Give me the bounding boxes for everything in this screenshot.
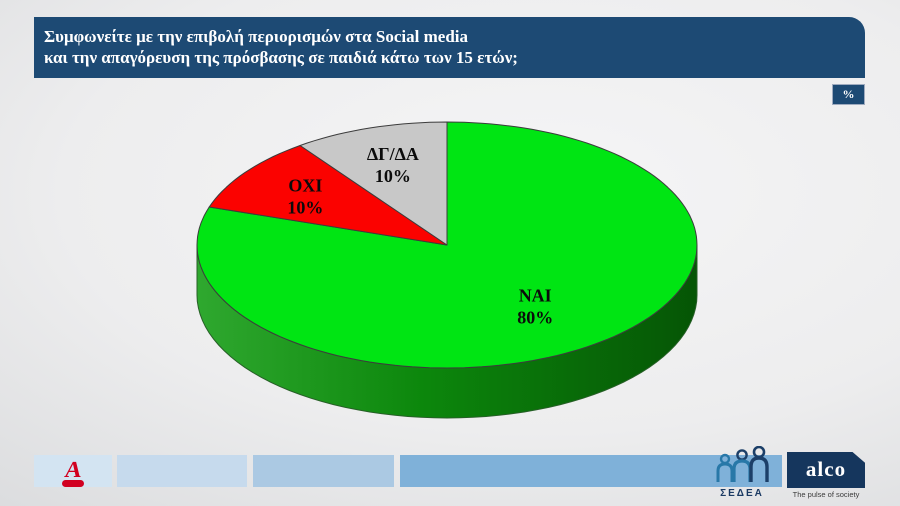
pie-label-0: ΝΑΙ 80%	[517, 286, 553, 328]
question-line-2: και την απαγόρευση της πρόσβασης σε παιδ…	[44, 48, 518, 67]
alco-tagline: The pulse of society	[792, 490, 860, 499]
question-line-1: Συμφωνείτε με την επιβολή περιορισμών στ…	[44, 27, 469, 46]
logo-block-3	[253, 455, 394, 487]
alco-wordmark: alco	[805, 456, 847, 481]
sedea-people-icon	[716, 445, 769, 482]
alco-logo: alco	[787, 452, 865, 488]
pie-label-1: ΟΧΙ 10%	[287, 175, 323, 217]
sedea-logo: ΣΕΔΕΑ	[710, 445, 774, 499]
sedea-label: ΣΕΔΕΑ	[720, 488, 764, 499]
alpha-letter: A	[62, 456, 84, 482]
pie-label-2: ΔΓ/ΔΑ 10%	[367, 144, 419, 186]
unit-badge: %	[832, 84, 865, 105]
pie-slice-1	[208, 145, 448, 246]
logo-block-alpha: A	[34, 455, 112, 487]
alpha-tv-logo-icon: A	[62, 456, 84, 487]
pie-slice-2	[299, 121, 448, 246]
alpha-pill-icon	[62, 479, 84, 487]
logo-block-2	[117, 455, 247, 487]
question-header: Συμφωνείτε με την επιβολή περιορισμών στ…	[34, 17, 865, 78]
